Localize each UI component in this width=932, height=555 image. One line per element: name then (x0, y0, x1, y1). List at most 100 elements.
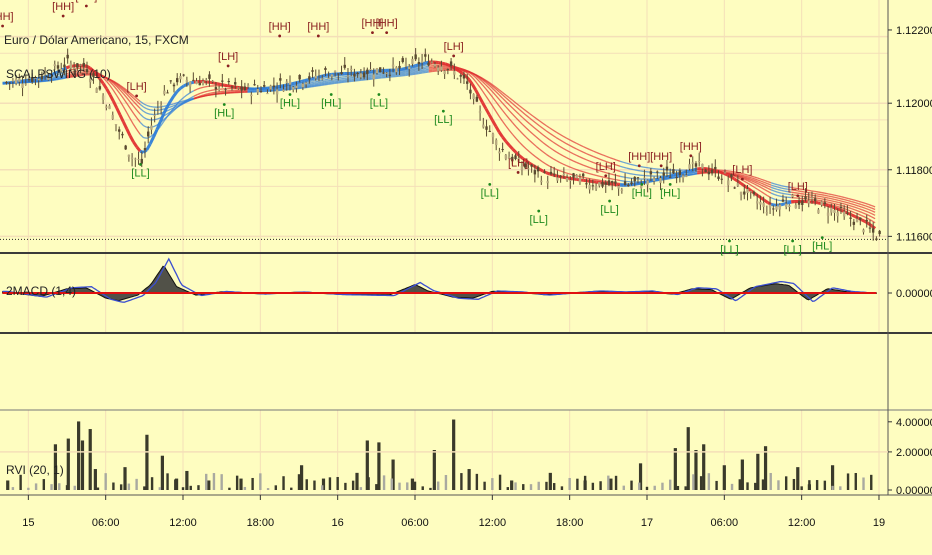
ribbon-segment (754, 177, 757, 178)
ribbon-segment (157, 118, 160, 119)
ribbon-segment (308, 84, 311, 85)
swing-marker (289, 93, 292, 96)
ribbon-segment (543, 162, 546, 164)
swing-marker (135, 94, 138, 97)
ribbon-segment (321, 85, 324, 86)
candle-body (292, 87, 294, 90)
ribbon-segment (556, 176, 559, 177)
ribbon-segment (828, 194, 831, 195)
time-tick-label: 18:00 (556, 517, 584, 529)
ribbon-segment (868, 215, 871, 217)
rvi-bar-minor (839, 486, 841, 490)
rvi-bar-minor (816, 480, 818, 490)
candle-body (282, 89, 284, 91)
rvi-bar-minor (870, 475, 872, 490)
ribbon-segment (771, 198, 774, 199)
ribbon-segment (425, 71, 428, 72)
ribbon-segment (771, 183, 774, 184)
candle-body (324, 68, 326, 70)
swing-label: [HL] (632, 187, 652, 199)
ribbon-segment (600, 154, 603, 155)
swing-label: [HH] (0, 11, 14, 23)
rvi-layer (0, 420, 888, 490)
rvi-bar-minor (66, 485, 68, 490)
candle-body (743, 192, 745, 195)
candle-body (202, 81, 204, 83)
ribbon-segment (868, 207, 871, 208)
candle-body (327, 78, 329, 79)
rvi-bar (6, 480, 9, 490)
chart-title: Euro / Dólar Americano, 15, FXCM (4, 33, 189, 47)
ribbon-segment (496, 111, 499, 116)
rvi-bar (161, 456, 164, 490)
candle-body (663, 172, 665, 175)
rvi-bar-minor (329, 477, 331, 490)
ribbon-segment (623, 162, 626, 163)
candle-body (21, 84, 23, 88)
rvi-bar (702, 444, 705, 490)
ribbon-segment (570, 152, 573, 154)
ribbon-segment (751, 178, 754, 179)
rvi-bar-minor (244, 487, 246, 490)
time-tick-label: 12:00 (479, 517, 507, 529)
swing-label: [HH] (680, 141, 702, 153)
candle-body (376, 68, 378, 73)
ribbon-segment (644, 167, 647, 168)
ribbon-segment (325, 81, 328, 82)
ribbon-segment (858, 211, 861, 212)
rvi-bar-minor (561, 486, 563, 490)
macd-label: 2MACD (1,4) (6, 284, 76, 298)
ribbon-segment (761, 192, 764, 194)
ribbon-segment (184, 100, 187, 101)
ribbon-segment (415, 65, 418, 66)
ribbon-segment (838, 198, 841, 199)
ribbon-segment (298, 85, 301, 86)
candle-body (737, 183, 739, 186)
ribbon-segment (318, 83, 321, 84)
ribbon-segment (754, 187, 757, 189)
ribbon-segment (325, 79, 328, 80)
ribbon-segment (120, 115, 123, 122)
candle-body (566, 178, 568, 180)
ribbon-segment (137, 147, 140, 151)
ribbon-segment (123, 122, 126, 129)
candle-body (701, 164, 703, 169)
ribbon-segment (506, 115, 509, 119)
candle-body (469, 90, 471, 94)
candle-body (588, 185, 590, 190)
ribbon-segment (587, 160, 590, 161)
ribbon-segment (519, 121, 522, 124)
ribbon-segment (593, 157, 596, 158)
ribbon-segment (563, 156, 566, 158)
ribbon-segment (633, 170, 636, 171)
ribbon-segment (533, 127, 536, 130)
ribbon-segment (831, 201, 834, 202)
ribbon-segment (526, 121, 529, 124)
rvi-bar-minor (669, 480, 671, 490)
candle-body (244, 86, 246, 90)
candle-body (414, 54, 416, 59)
ribbon-segment (573, 147, 576, 149)
candle-body (634, 177, 636, 181)
ribbon-segment (778, 192, 781, 193)
ribbon-segment (523, 125, 526, 128)
rvi-bar-minor (460, 473, 462, 490)
ribbon-segment (506, 141, 509, 145)
ribbon-segment (425, 72, 428, 73)
candle-body (369, 69, 371, 70)
ribbon-segment (590, 150, 593, 151)
candle-body (8, 83, 10, 84)
swing-marker (371, 31, 374, 34)
ribbon-segment (818, 200, 821, 201)
ribbon-segment (821, 197, 824, 198)
ribbon-segment (147, 105, 150, 106)
ribbon-segment (607, 173, 610, 174)
candle-body (637, 177, 639, 178)
swing-marker (223, 103, 226, 106)
rvi-bar (796, 467, 799, 490)
candle-body (347, 76, 349, 77)
candle-body (266, 93, 268, 94)
candle-body (856, 219, 858, 222)
candle-body (66, 55, 68, 59)
candle-body (476, 97, 478, 102)
